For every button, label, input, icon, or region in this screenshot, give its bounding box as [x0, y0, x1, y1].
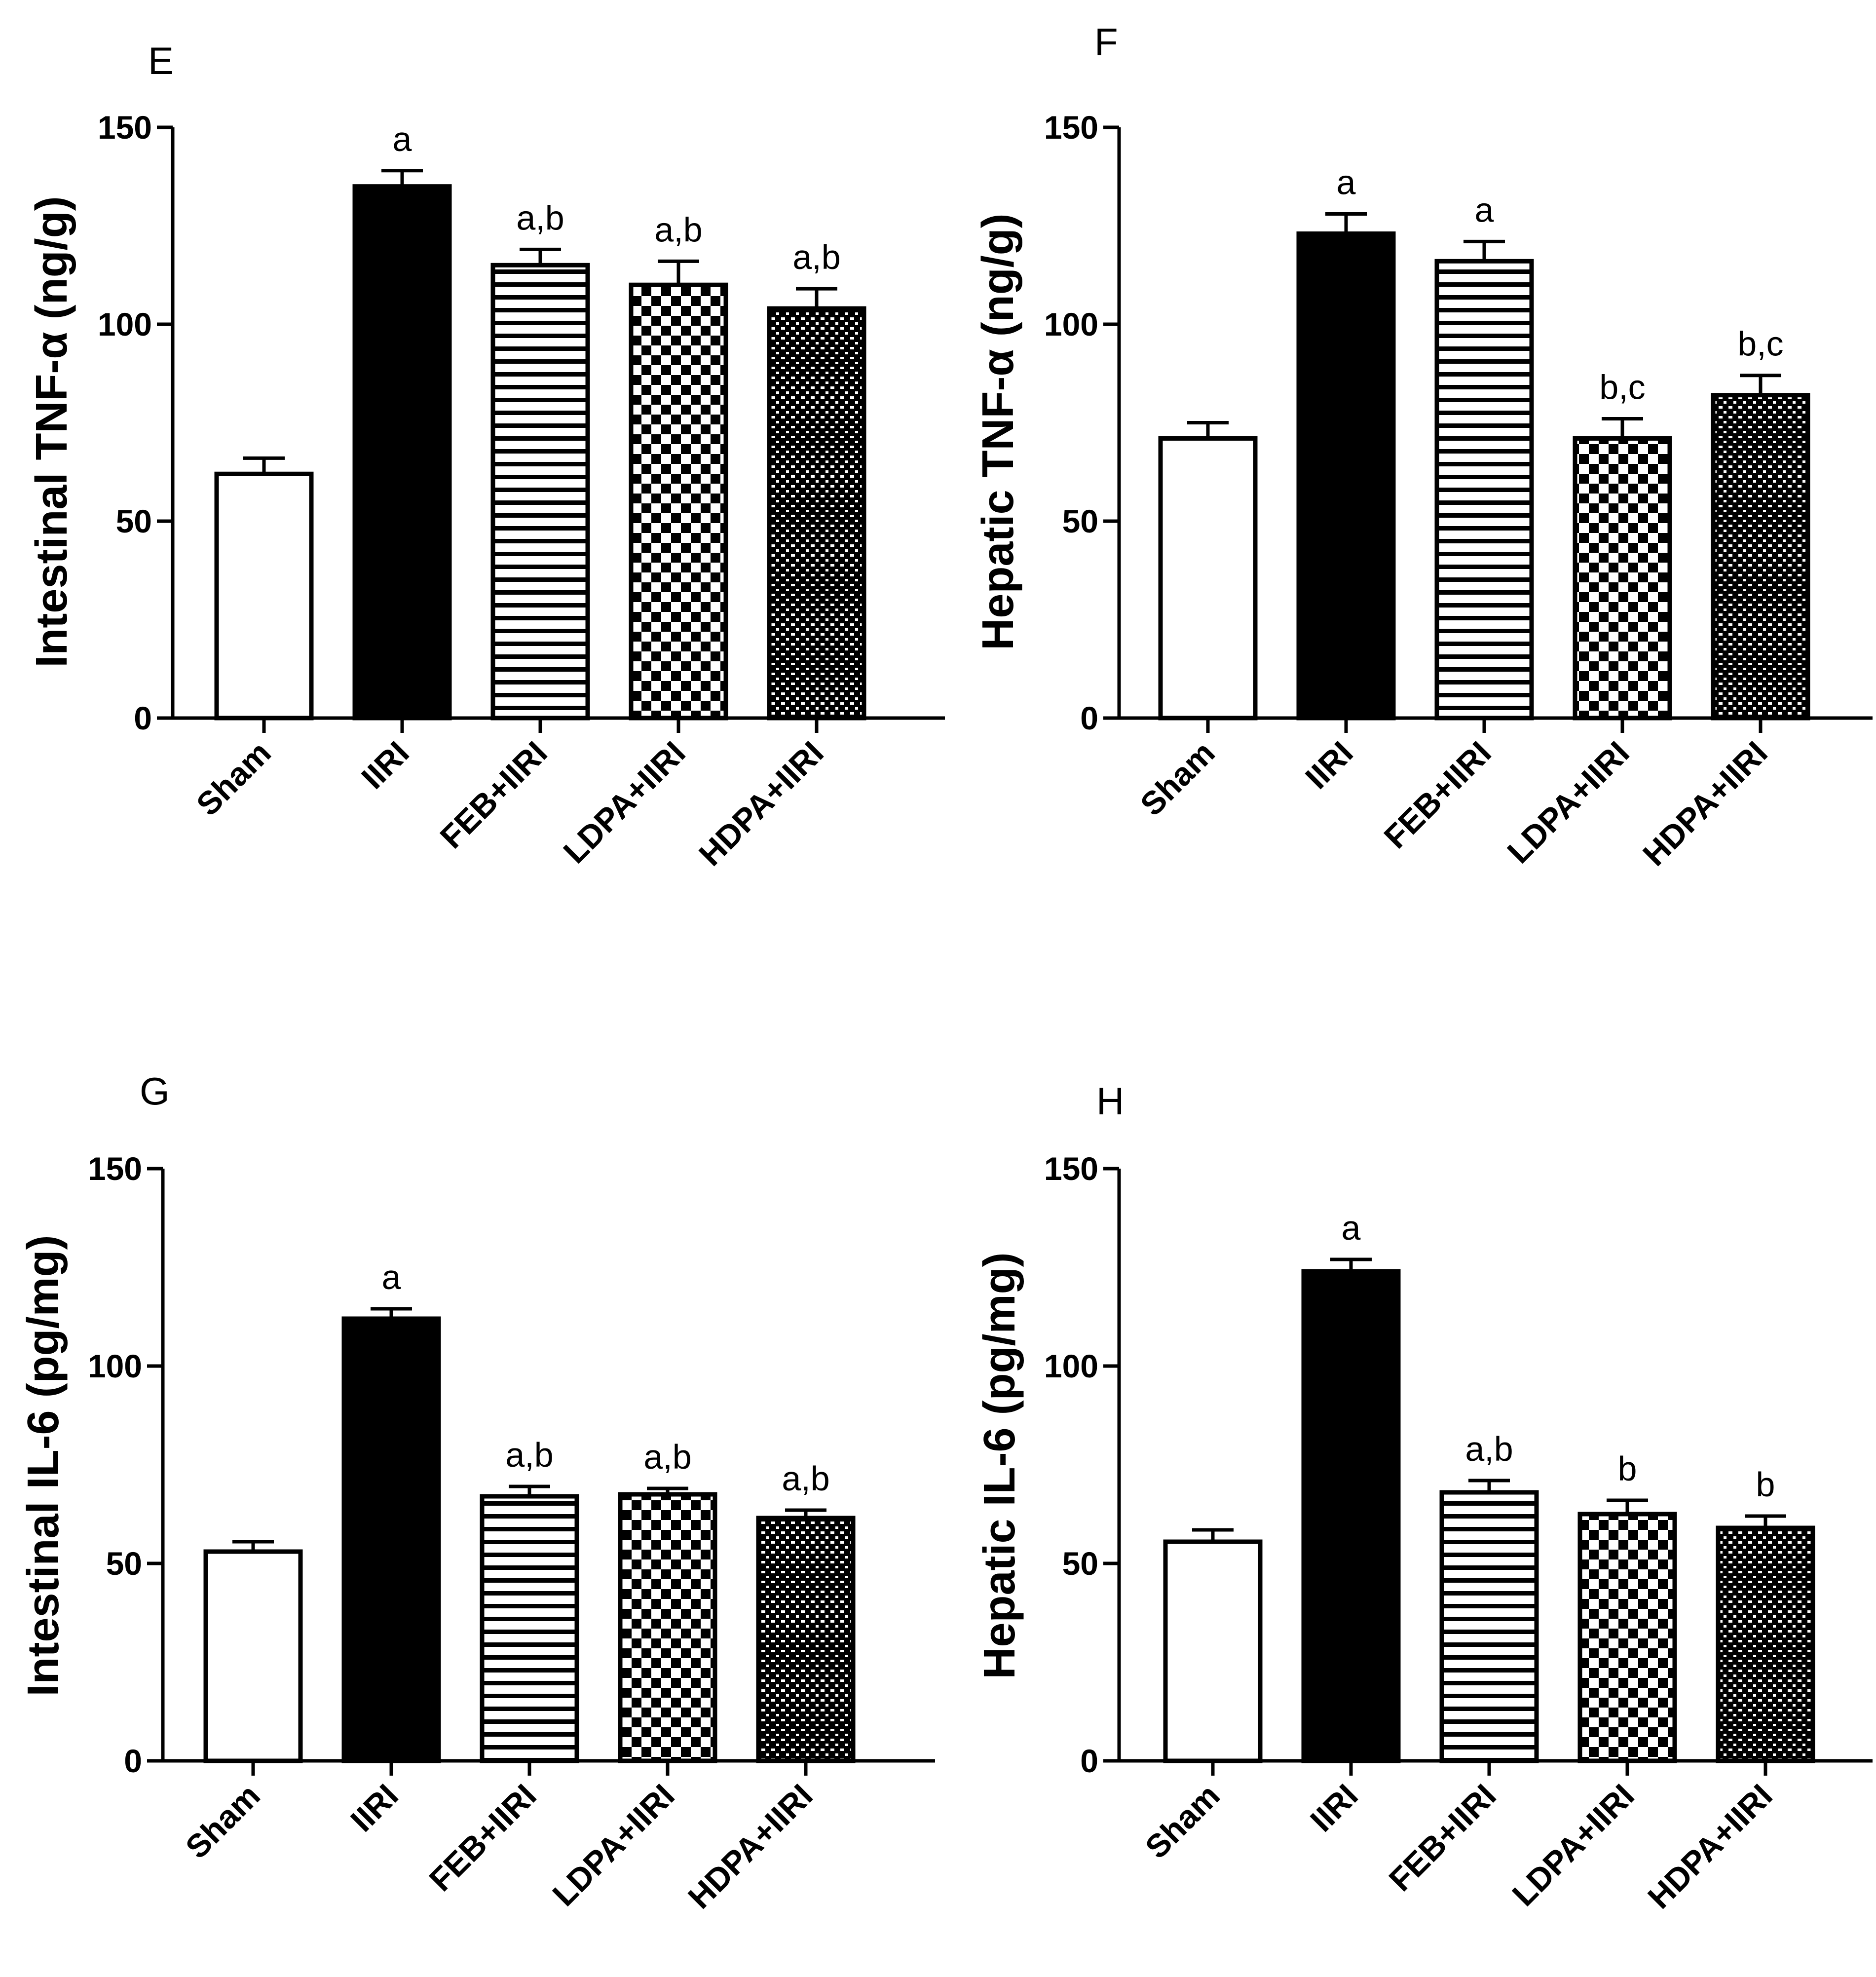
chart-panel-h: H Hepatic IL-6 (pg/mg) 0 50 100 150 Sham IIRI…	[975, 1079, 1873, 1916]
y-tick-label: 0	[134, 700, 152, 736]
significance-label: a	[1475, 190, 1494, 229]
x-category-label: HDPA+IIRI	[692, 734, 830, 873]
x-category-label: Sham	[178, 1777, 266, 1865]
y-axis-label: Intestinal IL-6 (pg/mg)	[19, 1235, 68, 1697]
x-category-label: Sham	[1133, 734, 1221, 823]
bar-iiri	[352, 184, 452, 721]
bar-iiri	[1296, 231, 1396, 721]
x-category-label: HDPA+IIRI	[681, 1777, 820, 1916]
x-category-label: FEB+IIRI	[1382, 1777, 1503, 1899]
significance-label: a,b	[505, 1436, 553, 1474]
significance-label: a	[382, 1258, 401, 1296]
bar-ldpa-iiri	[1573, 436, 1672, 721]
significance-label: a	[1342, 1209, 1361, 1247]
significance-label: a,b	[654, 210, 702, 249]
bar-feb-iiri	[1434, 259, 1534, 721]
significance-label: a,b	[516, 198, 564, 237]
bar-hdpa-iiri	[1716, 1525, 1815, 1763]
bar-feb-iiri	[1439, 1490, 1539, 1763]
x-category-label: HDPA+IIRI	[1641, 1777, 1779, 1916]
bar-hdpa-iiri	[756, 1516, 856, 1763]
x-category-label: Sham	[1138, 1777, 1226, 1865]
bar-sham	[203, 1549, 303, 1763]
bar-hdpa-iiri	[1711, 393, 1810, 721]
y-tick-label: 150	[1044, 109, 1098, 146]
y-tick-label: 50	[116, 503, 152, 539]
y-tick-label: 100	[98, 306, 152, 342]
x-category-label: FEB+IIRI	[433, 734, 554, 856]
significance-label: a,b	[792, 238, 840, 276]
significance-label: a,b	[1465, 1430, 1513, 1468]
chart-panel-f: F Hepatic TNF-α (ng/g) 0 50 100 150 Sham IIRI…	[974, 20, 1873, 873]
y-tick-label: 150	[98, 109, 152, 146]
panel-label: G	[140, 1069, 170, 1113]
significance-label: b	[1618, 1449, 1637, 1488]
significance-label: b,c	[1737, 325, 1783, 363]
x-category-label: IIRI	[354, 734, 416, 796]
significance-label: b,c	[1599, 368, 1645, 407]
y-axis-label: Hepatic TNF-α (ng/g)	[974, 213, 1023, 650]
significance-label: b	[1756, 1465, 1775, 1504]
y-tick-label: 0	[124, 1743, 142, 1779]
y-tick-label: 150	[1044, 1150, 1098, 1187]
bar-ldpa-iiri	[618, 1492, 717, 1763]
chart-panel-g: G Intestinal IL-6 (pg/mg) 0 50 100 150 Sham I…	[19, 1069, 935, 1916]
y-tick-label: 100	[1044, 306, 1098, 342]
x-category-label: FEB+IIRI	[422, 1777, 543, 1899]
bar-feb-iiri	[490, 263, 590, 721]
bar-ldpa-iiri	[1577, 1512, 1677, 1763]
significance-label: a	[1337, 163, 1356, 202]
y-axis-label: Hepatic IL-6 (pg/mg)	[975, 1252, 1024, 1679]
bar-ldpa-iiri	[629, 282, 728, 721]
x-category-label: FEB+IIRI	[1377, 734, 1498, 856]
x-category-label: LDPA+IIRI	[545, 1777, 681, 1913]
bar-sham	[1158, 436, 1258, 721]
panel-label: H	[1096, 1079, 1124, 1123]
bar-iiri	[341, 1316, 441, 1763]
bar-sham	[214, 471, 314, 721]
y-tick-label: 100	[1044, 1348, 1098, 1384]
y-tick-label: 50	[1062, 1545, 1098, 1582]
x-category-label: HDPA+IIRI	[1636, 734, 1774, 873]
significance-label: a	[393, 120, 412, 158]
x-category-label: LDPA+IIRI	[1505, 1777, 1641, 1913]
panel-label: F	[1094, 20, 1118, 64]
y-tick-label: 100	[88, 1348, 142, 1384]
y-tick-label: 0	[1080, 1743, 1098, 1779]
bar-sham	[1163, 1539, 1263, 1763]
chart-panel-e: E Intestinal TNF-α (ng/g) 0 50 100 150 Sham I…	[27, 39, 945, 873]
bar-feb-iiri	[480, 1494, 579, 1763]
x-category-label: LDPA+IIRI	[1500, 734, 1636, 871]
panel-label: E	[148, 39, 174, 82]
x-category-label: IIRI	[1298, 734, 1360, 796]
x-category-label: IIRI	[343, 1777, 405, 1839]
x-category-label: Sham	[189, 734, 277, 823]
x-category-label: IIRI	[1303, 1777, 1365, 1839]
x-category-label: LDPA+IIRI	[556, 734, 692, 871]
significance-label: a,b	[643, 1438, 691, 1476]
y-tick-label: 50	[106, 1545, 142, 1582]
y-tick-label: 50	[1062, 503, 1098, 539]
y-tick-label: 0	[1080, 700, 1098, 736]
bar-hdpa-iiri	[767, 306, 866, 721]
significance-label: a,b	[782, 1459, 829, 1498]
bar-iiri	[1301, 1269, 1401, 1763]
y-axis-label: Intestinal TNF-α (ng/g)	[27, 196, 76, 667]
y-tick-label: 150	[88, 1150, 142, 1187]
